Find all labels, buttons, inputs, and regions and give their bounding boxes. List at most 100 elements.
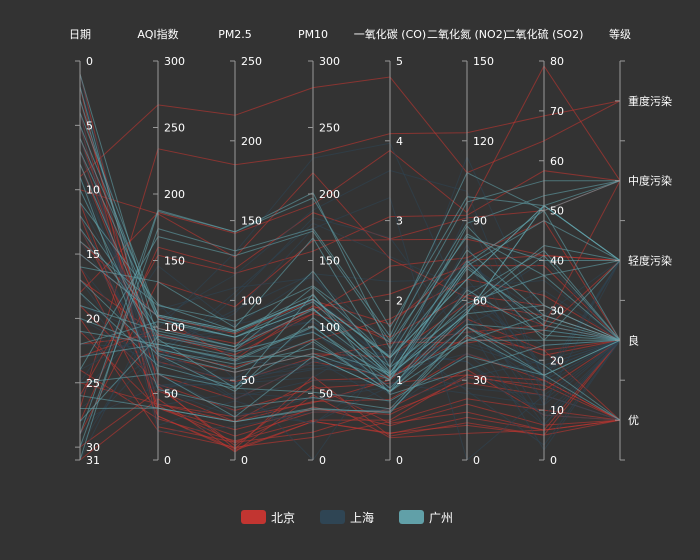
series-line-北京-6: [79, 138, 621, 368]
series-line-广州-19: [79, 225, 621, 368]
legend-item-北京[interactable]: 北京: [241, 510, 295, 525]
series-line-广州-12: [79, 215, 621, 373]
tick-label: 150: [164, 255, 185, 268]
series-line-上海-1: [79, 73, 621, 427]
tick-label: 1: [396, 374, 403, 387]
axis-name: PM10: [298, 28, 328, 41]
series-line-上海-18: [79, 286, 621, 397]
series-line-上海-26: [79, 260, 621, 396]
tick-label: 30: [86, 441, 100, 454]
axis-4: PM10 0 50 100 150 200 250 300: [298, 28, 340, 467]
tick-label: 20: [86, 312, 100, 325]
series-line-广州-17: [79, 274, 621, 392]
series-北京: [79, 65, 621, 461]
tick-label: 4: [396, 135, 403, 148]
series-line-广州-6: [79, 137, 621, 359]
series-lines: [79, 65, 621, 461]
tick-label: 15: [86, 248, 100, 261]
tick-label: 100: [319, 321, 340, 334]
series-line-广州-31: [79, 180, 621, 461]
series-line-广州-15: [79, 233, 621, 358]
axis-name: 二氧化硫 (SO2): [505, 27, 584, 41]
series-line-北京-8: [79, 163, 621, 373]
series-line-广州-13: [79, 209, 621, 359]
tick-label: 25: [86, 377, 100, 390]
tick-label: 200: [241, 135, 262, 148]
tick-label: 优: [628, 414, 639, 427]
tick-label: 100: [164, 321, 185, 334]
series-line-上海-12: [79, 215, 621, 392]
tick-label: 0: [319, 454, 326, 467]
tick-label: 10: [550, 404, 564, 417]
tick-label: 100: [241, 294, 262, 307]
series-line-上海-5: [79, 125, 621, 421]
axis-name: PM2.5: [218, 28, 252, 41]
series-line-上海-22: [79, 273, 621, 371]
series-line-广州-20: [79, 304, 621, 393]
tick-label: 120: [473, 135, 494, 148]
tick-label: 3: [396, 215, 403, 228]
axis-8: 等级优 良 轻度污染 中度污染 重度污染: [609, 27, 672, 461]
tick-label: 0: [164, 454, 171, 467]
tick-label: 5: [86, 119, 93, 132]
tick-label: 50: [241, 374, 255, 387]
series-广州: [79, 73, 621, 461]
series-line-广州-28: [79, 249, 621, 422]
tick-label: 250: [241, 55, 262, 68]
tick-label: 250: [164, 122, 185, 135]
tick-label: 轻度污染: [628, 254, 672, 268]
series-line-广州-27: [79, 326, 621, 423]
tick-label: 重度污染: [628, 94, 672, 108]
series-line-上海-13: [79, 228, 621, 368]
tick-label: 0: [550, 454, 557, 467]
tick-label: 0: [396, 454, 403, 467]
series-line-上海-29: [79, 196, 621, 461]
tick-label: 0: [473, 454, 480, 467]
legend-label: 上海: [350, 510, 374, 525]
tick-label: 150: [319, 255, 340, 268]
legend-swatch: [399, 510, 424, 524]
series-line-广州-23: [79, 267, 621, 381]
series-line-广州-18: [79, 289, 621, 393]
legend-item-广州[interactable]: 广州: [399, 510, 453, 525]
series-line-北京-5: [79, 125, 621, 423]
tick-label: 50: [164, 388, 178, 401]
series-line-北京-17: [79, 279, 621, 356]
series-line-广州-7: [79, 150, 621, 376]
axis-3: PM2.5 0 50 100 150 200 250: [218, 28, 262, 467]
tick-label: 30: [550, 304, 564, 317]
tick-label: 250: [319, 122, 340, 135]
series-line-北京-27: [79, 100, 621, 409]
series-line-上海-31: [79, 256, 621, 461]
axis-6: 二氧化氮 (NO2) 0 30 60 90 120 150: [427, 27, 507, 467]
series-line-上海-30: [79, 169, 621, 448]
legend[interactable]: 北京 上海 广州: [241, 510, 453, 525]
tick-label: 60: [473, 294, 487, 307]
tick-label: 150: [473, 55, 494, 68]
axes: 日期05101520253031AQI指数050100150200250300P…: [69, 27, 672, 467]
series-line-北京-31: [79, 394, 621, 461]
tick-label: 200: [319, 188, 340, 201]
tick-label: 300: [319, 55, 340, 68]
tick-label: 30: [473, 374, 487, 387]
series-line-上海-19: [79, 298, 621, 371]
axis-7: 二氧化硫 (SO2) 0 10 20 30 40 50 60 70 80: [505, 27, 584, 467]
tick-label: 80: [550, 55, 564, 68]
axis-name: AQI指数: [137, 27, 178, 41]
series-line-广州-24: [79, 180, 620, 371]
series-line-北京-25: [79, 318, 621, 421]
legend-item-上海[interactable]: 上海: [320, 510, 374, 525]
series-line-北京-24: [79, 369, 621, 442]
tick-label: 300: [164, 55, 185, 68]
tick-label: 0: [86, 55, 93, 68]
tick-label: 150: [241, 215, 262, 228]
legend-swatch: [320, 510, 345, 524]
axis-name: 二氧化氮 (NO2): [427, 27, 507, 41]
series-line-北京-30: [79, 326, 621, 448]
tick-label: 10: [86, 184, 100, 197]
tick-label: 2: [396, 294, 403, 307]
legend-swatch: [241, 510, 266, 524]
series-line-北京-21: [79, 330, 621, 437]
